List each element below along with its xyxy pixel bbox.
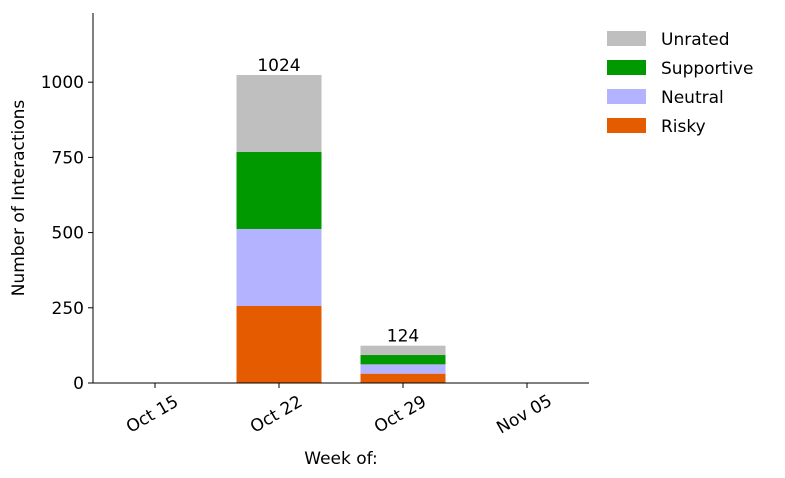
x-tick-label-nov-05: Nov 05 (493, 391, 555, 438)
bars-layer (236, 74, 446, 383)
x-axis-title: Week of: (304, 449, 378, 469)
legend-label-neutral: Neutral (661, 88, 724, 108)
bar-oct-29-neutral (360, 364, 446, 374)
legend-label-unrated: Unrated (661, 30, 730, 50)
legend-label-supportive: Supportive (661, 59, 753, 79)
y-tick-label: 500 (52, 224, 84, 244)
legend-label-risky: Risky (661, 117, 706, 137)
legend-swatch-supportive (607, 60, 646, 75)
y-tick-label: 0 (73, 374, 84, 394)
total-label-oct-29: 124 (387, 327, 419, 347)
x-tick-label-oct-29: Oct 29 (371, 392, 430, 438)
x-tick-label-oct-22: Oct 22 (247, 392, 306, 438)
y-tick-label: 1000 (41, 73, 84, 93)
bar-oct-22-unrated (236, 74, 322, 152)
bar-oct-29-unrated (360, 345, 446, 356)
bar-oct-22-neutral (236, 228, 322, 306)
y-tick-label: 750 (52, 148, 84, 168)
y-ticks: 0 250 500 750 1000 (41, 73, 93, 394)
legend: Unrated Supportive Neutral Risky (607, 30, 753, 137)
total-labels-layer: 1024 124 (257, 56, 419, 347)
x-tick-label-oct-15: Oct 15 (123, 392, 182, 438)
legend-swatch-unrated (607, 31, 646, 46)
total-label-oct-22: 1024 (257, 56, 300, 76)
bar-oct-22-supportive (236, 151, 322, 229)
bar-oct-29-risky (360, 373, 446, 383)
y-axis-title: Number of Interactions (9, 100, 29, 297)
legend-swatch-risky (607, 118, 646, 133)
x-ticks: Oct 15 Oct 22 Oct 29 Nov 05 (123, 383, 556, 438)
legend-swatch-neutral (607, 89, 646, 104)
bar-oct-22-risky (236, 305, 322, 383)
bar-oct-29-supportive (360, 355, 446, 365)
y-tick-label: 250 (52, 299, 84, 319)
